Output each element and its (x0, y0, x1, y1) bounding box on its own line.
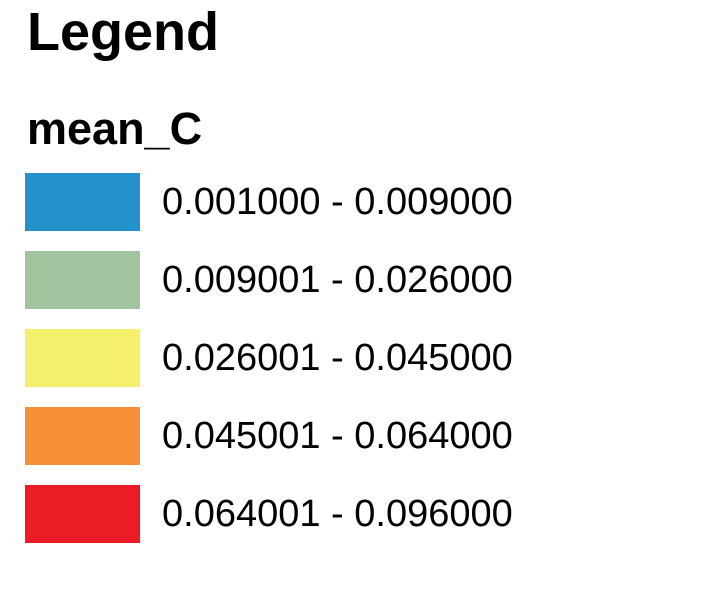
legend-range-label: 0.064001 - 0.096000 (162, 493, 513, 535)
legend-range-label: 0.009001 - 0.026000 (162, 259, 513, 301)
legend-swatch (25, 173, 140, 231)
legend-swatch (25, 251, 140, 309)
legend-range-label: 0.001000 - 0.009000 (162, 181, 513, 223)
legend-swatch (25, 329, 140, 387)
legend-range-label: 0.045001 - 0.064000 (162, 415, 513, 457)
legend-title: Legend (27, 2, 220, 62)
legend-range-label: 0.026001 - 0.045000 (162, 337, 513, 379)
legend-swatch (25, 485, 140, 543)
legend-field-name: mean_C (27, 103, 203, 154)
legend-swatch (25, 407, 140, 465)
